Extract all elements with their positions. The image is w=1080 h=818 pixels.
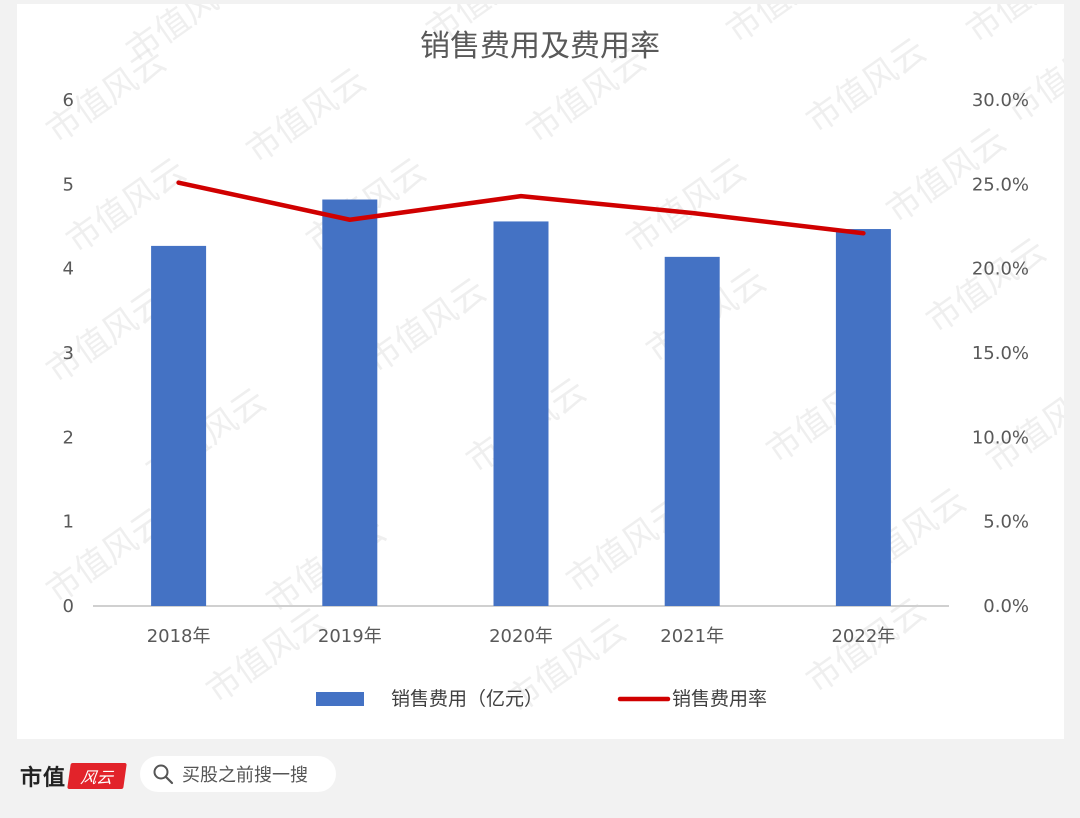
y-left-tick-label: 5 (63, 174, 74, 195)
watermark-text: 市值风云 (359, 271, 493, 382)
watermark-text: 市值风云 (39, 41, 173, 152)
y-left-tick-label: 3 (63, 343, 74, 364)
watermark-text: 市值风云 (979, 371, 1064, 482)
y-right-tick-label: 20.0% (972, 259, 1029, 280)
legend-swatch-bar (316, 692, 364, 706)
line-series (176, 180, 866, 236)
y-left-tick-label: 2 (63, 427, 74, 448)
axes: 0 1 2 3 4 5 6 0.0% 5.0% 10.0% 15.0% 20.0% 25.0% 30.0%… (63, 90, 1029, 647)
brand-logo: 市值 风云 (20, 759, 127, 793)
brand-seal: 风云 (67, 763, 127, 789)
y-left-tick-label: 4 (63, 259, 74, 280)
y-right-tick-label: 10.0% (972, 427, 1029, 448)
x-tick-label: 2022年 (831, 626, 895, 647)
x-tick-label: 2018年 (147, 626, 211, 647)
chart-card: 市值风云 市值风云 市值风云 市值风云 市值风云 市值风云 市值风云 市值风云 市值风云 市值风云… (17, 4, 1064, 739)
bar-series (151, 199, 891, 606)
x-tick-label: 2021年 (660, 626, 724, 647)
bar (835, 229, 891, 606)
watermark-text: 市值风云 (199, 601, 333, 712)
watermark-text: 市值风云 (239, 61, 373, 172)
legend: 销售费用（亿元） 销售费用率 (316, 688, 767, 710)
search-icon (153, 764, 174, 785)
watermark-text: 市值风云 (999, 21, 1064, 132)
y-right-tick-label: 25.0% (972, 174, 1029, 195)
line-series-path (176, 180, 866, 236)
bar (493, 221, 549, 606)
brand-text: 市值 (20, 765, 67, 791)
y-right-tick-label: 5.0% (983, 512, 1029, 533)
search-placeholder: 买股之前搜一搜 (182, 765, 308, 786)
y-left-tick-label: 1 (63, 512, 74, 533)
search-box[interactable]: 买股之前搜一搜 (140, 756, 336, 792)
y-right-tick-label: 30.0% (972, 90, 1029, 111)
x-tick-label: 2019年 (318, 626, 382, 647)
x-tick-label: 2020年 (489, 626, 553, 647)
chart-title: 销售费用及费用率 (420, 29, 660, 64)
legend-label-line: 销售费用率 (672, 688, 767, 710)
y-right-tick-label: 0.0% (983, 596, 1029, 617)
watermark-text: 市值风云 (799, 31, 933, 142)
watermark-text: 市值风云 (59, 151, 193, 262)
bar (322, 199, 378, 606)
legend-label-bar: 销售费用（亿元） (391, 688, 543, 710)
watermark-text: 市值风云 (719, 4, 853, 51)
y-right-tick-label: 15.0% (972, 343, 1029, 364)
bar (151, 245, 207, 606)
y-left-tick-label: 0 (63, 596, 74, 617)
watermark-text: 市值风云 (919, 231, 1053, 342)
y-left-tick-label: 6 (63, 90, 74, 111)
bar (664, 256, 720, 606)
footer-bar: 市值 风云 买股之前搜一搜 (0, 739, 1080, 818)
watermark-text: 市值风云 (959, 4, 1064, 51)
